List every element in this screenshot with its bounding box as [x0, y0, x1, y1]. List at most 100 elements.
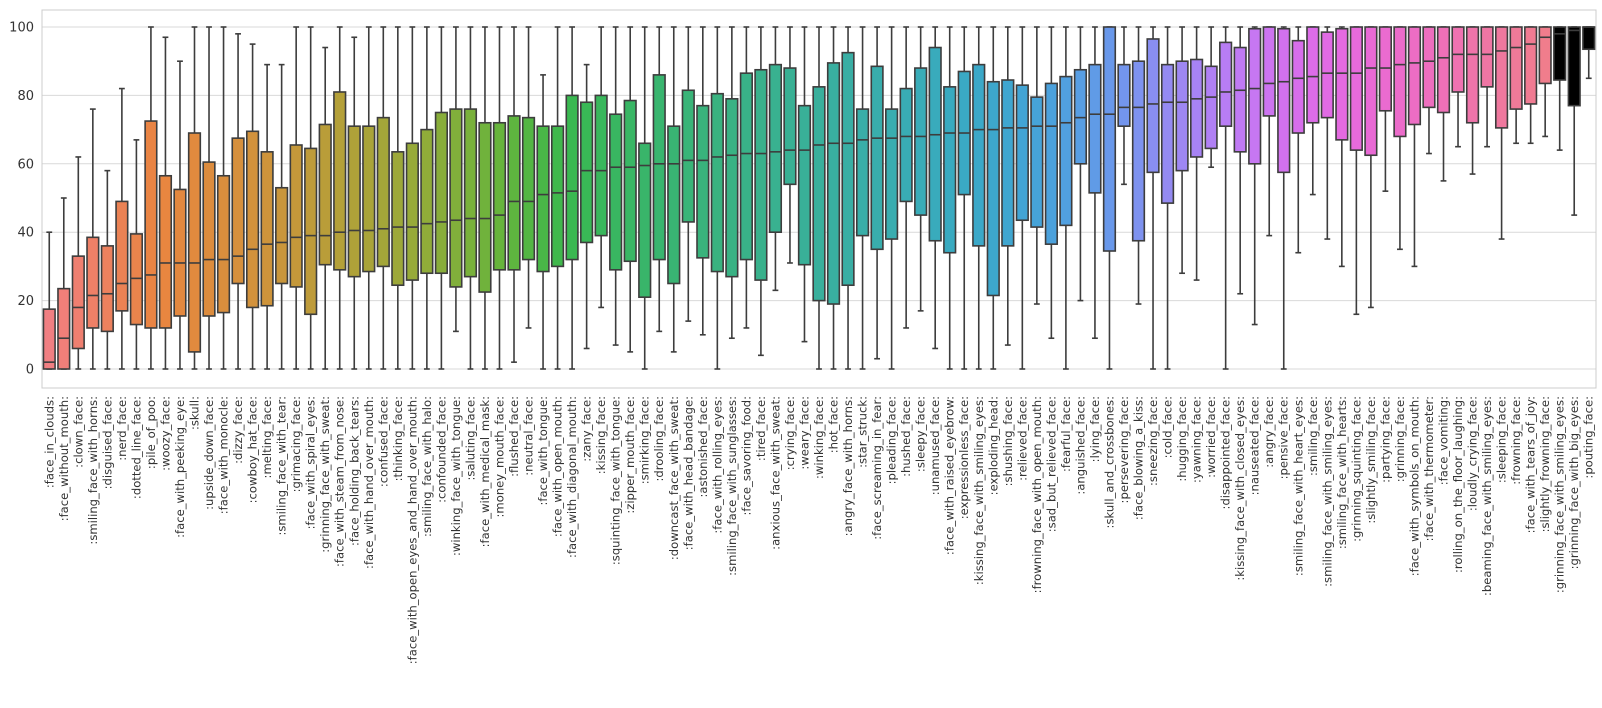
iqr-box: [739, 72, 753, 261]
y-tick-label: 0: [26, 363, 34, 378]
x-tick-label: :money_mouth_face:: [492, 396, 506, 517]
x-tick-label: :expressionless_face:: [957, 396, 971, 519]
box-plot-item: [1233, 26, 1247, 295]
box-plot-item: [333, 26, 347, 370]
box-plot-item: [899, 26, 913, 329]
iqr-box: [1378, 26, 1393, 112]
y-tick-label: 40: [17, 226, 34, 241]
box-plot-item: [100, 169, 114, 370]
x-tick-label: :face_with_raised_eyebrow:: [943, 396, 957, 555]
iqr-box: [304, 147, 318, 316]
iqr-box: [1291, 39, 1305, 134]
x-tick-label: :sneezing_face:: [1146, 396, 1160, 486]
x-tick-label: :zipper_mouth_face:: [623, 396, 637, 514]
iqr-box: [667, 125, 681, 285]
box-plot-item: [638, 26, 652, 370]
iqr-box: [100, 245, 114, 333]
box-plot-item: [1001, 26, 1015, 346]
iqr-box: [928, 46, 942, 242]
y-tick-label: 100: [9, 21, 34, 36]
iqr-box: [1538, 26, 1552, 85]
x-tick-label: :pouting_face:: [1582, 396, 1596, 479]
iqr-box: [1509, 26, 1523, 110]
x-tick-label: :grinning_squinting_face:: [1349, 396, 1363, 542]
iqr-box: [1494, 26, 1509, 129]
box-plot-item: [57, 197, 71, 370]
x-tick-label: :rolling_on_the_floor_laughing:: [1451, 396, 1465, 573]
x-tick-label: :face_with_medical_mask:: [478, 396, 492, 547]
iqr-box: [449, 108, 463, 288]
box-plot-item: [405, 26, 419, 370]
x-tick-label: :flushed_face:: [507, 396, 521, 477]
box-plot-item: [565, 26, 579, 370]
box-plot-item: [318, 46, 332, 370]
iqr-box: [158, 174, 173, 329]
box-plot-item: [797, 26, 812, 343]
iqr-box: [1553, 26, 1567, 81]
box-plot-item: [870, 26, 884, 360]
x-tick-label: :face_blowing_a_kiss:: [1132, 396, 1146, 520]
iqr-box: [681, 89, 695, 223]
iqr-box: [216, 174, 231, 314]
box-plot-item: [1306, 26, 1320, 196]
x-tick-label: :yawning_face:: [1190, 396, 1204, 483]
box-plot-item: [115, 87, 129, 370]
box-plot-item: [623, 26, 637, 353]
iqr-box: [42, 308, 56, 370]
box-plot-item: [391, 26, 405, 370]
x-tick-label: :loudly_crying_face:: [1466, 396, 1480, 511]
box-plot-item: [812, 26, 826, 370]
iqr-box: [1248, 27, 1262, 165]
box-plot-item: [710, 26, 724, 370]
x-tick-label: :confused_face:: [376, 396, 390, 487]
box-plot-item: [1422, 26, 1436, 155]
x-tick-label: :face_without_mouth:: [57, 396, 71, 521]
x-tick-label: :face_vomiting:: [1437, 396, 1451, 485]
iqr-box: [492, 121, 507, 271]
box-plot-item: [449, 26, 463, 333]
box-plot-item: [1160, 26, 1175, 370]
iqr-box: [1364, 26, 1378, 157]
iqr-box: [1407, 26, 1422, 126]
box-plot-item: [1480, 26, 1494, 148]
iqr-box: [420, 128, 434, 275]
x-tick-label: :zany_face:: [580, 396, 594, 462]
x-tick-label: :disguised_face:: [100, 396, 114, 489]
iqr-box: [783, 67, 797, 186]
x-tick-label: :relieved_face:: [1015, 396, 1029, 481]
x-tick-label: :frowning_face_with_open_mouth:: [1030, 396, 1044, 593]
box-plot-item: [289, 26, 303, 370]
x-tick-label: :anxious_face_with_sweat:: [768, 396, 782, 550]
box-plot-item: [1291, 26, 1305, 254]
x-tick-label: :exploding_head:: [986, 396, 1000, 495]
x-tick-label: :smiling_face_with_hearts:: [1335, 396, 1349, 549]
x-tick-label: :star_struck:: [856, 396, 870, 468]
x-tick-label: :grinning_face:: [1393, 396, 1407, 482]
plot-frame: [41, 9, 1597, 389]
box-plot-item: [1378, 26, 1393, 192]
x-tick-label: :sleepy_face:: [914, 396, 928, 472]
box-plot-item: [1088, 26, 1102, 340]
iqr-box: [1088, 63, 1102, 194]
box-plot-item: [1436, 26, 1451, 182]
iqr-box: [115, 200, 129, 312]
x-tick-label: :neutral_face:: [522, 396, 536, 476]
iqr-box: [1349, 26, 1363, 151]
x-tick-label: :nauseated_face:: [1248, 396, 1262, 495]
box-plot-item: [957, 26, 971, 370]
x-tick-label: :face_screaming_in_fear:: [870, 396, 884, 540]
iqr-box: [1160, 63, 1175, 204]
iqr-box: [260, 151, 274, 307]
x-tick-label: :confounded_face:: [434, 396, 448, 503]
x-tick-label: :grimacing_face:: [289, 396, 303, 492]
y-tick-labels: 0 20 40 60 80 100: [9, 21, 34, 378]
iqr-box: [507, 115, 521, 271]
x-tick-label: :melting_face:: [260, 396, 274, 478]
box-plot-item: [652, 26, 666, 333]
iqr-box: [1189, 58, 1204, 158]
box-plot-item: [1349, 26, 1363, 316]
box-plot-item: [376, 26, 390, 370]
iqr-box: [565, 94, 579, 261]
iqr-box: [1436, 26, 1451, 114]
